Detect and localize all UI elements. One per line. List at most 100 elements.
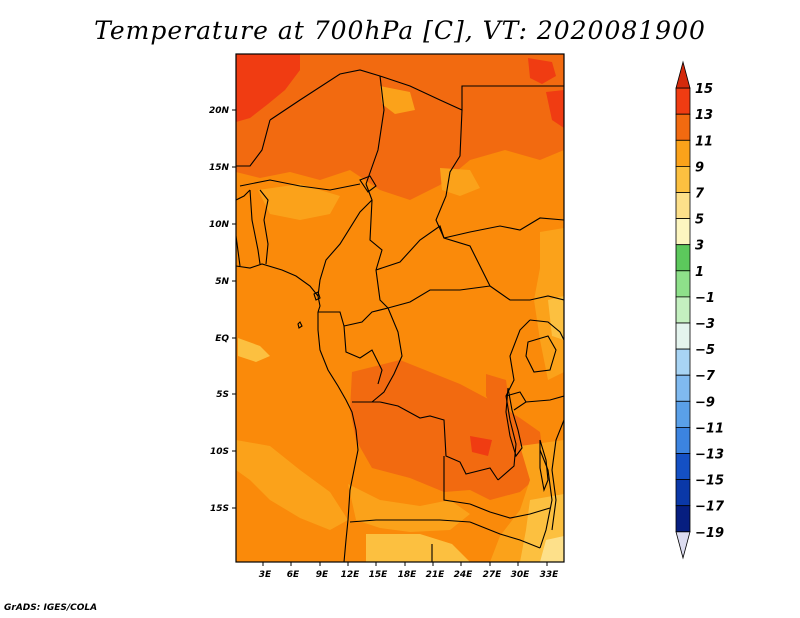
field-9-11-ocean-west [236,440,348,530]
lat-label: 20N [209,106,230,116]
colorbar-segment [675,296,691,324]
field-9-11-sahel-west [258,184,340,220]
colorbar-label: −5 [695,343,715,358]
lake-victoria [525,335,557,373]
sao-tome-island [297,321,303,329]
colorbar-segment [675,453,691,481]
lat-label: 5S [216,390,229,400]
field-5-7-southeast [540,536,564,562]
field-7-9-east [548,296,564,340]
colorbar-label: −19 [695,526,724,541]
colorbar-segment [675,505,691,533]
border-angola-zambia [443,456,471,505]
border-niger-nigeria [239,179,361,191]
country-borders [236,69,564,562]
colorbar-label: 3 [695,239,704,254]
colorbar-segment [675,400,691,428]
lat-label: 15N [209,163,230,173]
lat-label: 10N [209,220,230,230]
lon-label: 12E [341,570,361,580]
colorbar-segment [675,426,691,454]
field-11-13-congo [350,360,545,500]
lon-labels: 3E 6E 9E 12E 15E 18E 21E 24E 27E 30E 33E [259,570,559,580]
lat-label: EQ [215,334,229,344]
colorbar-segment [675,374,691,402]
border-car-north [375,225,491,287]
lat-label: 5N [215,277,229,287]
colorbar-segment [675,139,691,167]
east-coast [551,419,564,531]
west-africa-coast [236,263,321,313]
colorbar-label: −13 [695,448,724,463]
lake-tanganyika [505,387,523,458]
colorbar-label: −7 [695,369,716,384]
colorbar [675,60,691,560]
border-sudan-ssudan [443,217,564,239]
lon-label: 30E [511,570,531,580]
lon-label: 18E [398,570,418,580]
colorbar-label: −11 [695,421,724,436]
field-13-15-east [546,90,564,128]
colorbar-segment [675,348,691,376]
lon-label: 3E [259,570,272,580]
lon-tick-marks [262,562,548,566]
border-rwanda-burundi [505,391,527,411]
map-frame [235,53,565,563]
border-eq-guinea-gabon [318,307,389,327]
border-algeria-niger [269,69,381,121]
map-title: Temperature at 700hPa [C], VT: 202008190… [94,16,706,45]
colorbar-label: −3 [695,317,715,332]
colorbar-label: −1 [695,291,715,306]
border-mozambique [539,449,553,549]
lake-malawi [539,439,549,492]
colorbar-segment [675,270,691,298]
lat-labels: 20N 15N 10N 5N EQ 5S 10S 15S [209,106,230,514]
border-zambia-zimbabwe [469,521,541,549]
central-africa-coast [317,312,359,562]
temperature-field [236,54,564,562]
lon-label: 6E [287,570,300,580]
lon-label: 15E [369,570,389,580]
border-ssudan-south [489,285,564,301]
grads-credit: GrADS: IGES/COLA [4,603,98,613]
border-tanzania [525,395,564,403]
colorbar-label: −9 [695,395,715,410]
border-zambia-south [469,503,551,519]
lon-label: 24E [454,570,474,580]
border-niger-chad [365,75,385,185]
colorbar-label: 15 [695,82,713,97]
lon-label: 9E [316,570,329,580]
border-nigeria-benin [259,189,269,265]
border-benin-togo [249,189,261,265]
lon-label: 21E [426,570,446,580]
colorbar-label: 9 [695,160,704,175]
colorbar-label: 5 [695,213,704,228]
colorbar-segment [675,322,691,350]
colorbar-labels: 15 13 11 9 7 5 3 1 −1 −3 −5 −7 −9 −11 −13 −15 −17 −19 [695,82,725,541]
border-burkina [236,189,251,201]
lon-label: 33E [540,570,560,580]
border-drc-angola [352,401,499,481]
lat-label: 10S [210,447,229,457]
field-9-11-northcentral [380,86,415,114]
border-uganda-kenya [529,319,564,341]
field-13-15-northeast [528,58,556,84]
border-gabon-congo [343,325,383,385]
border-angola-namibia [349,519,471,523]
colorbar-segment [675,87,691,115]
colorbar-label: 11 [695,134,713,149]
border-chad-sudan [435,109,463,239]
colorbar-label: 1 [695,265,704,280]
colorbar-top-triangle [675,60,691,89]
lon-label: 27E [483,570,503,580]
lat-tick-marks [232,109,236,509]
colorbar-label: 13 [695,108,713,123]
field-11-13-north [236,54,564,200]
colorbar-label: 7 [695,187,705,202]
field-13-15-central [470,436,492,456]
border-ghana [236,235,241,267]
field-7-9-south [366,534,470,562]
colorbar-segment [675,479,691,507]
colorbar-segment [675,244,691,272]
